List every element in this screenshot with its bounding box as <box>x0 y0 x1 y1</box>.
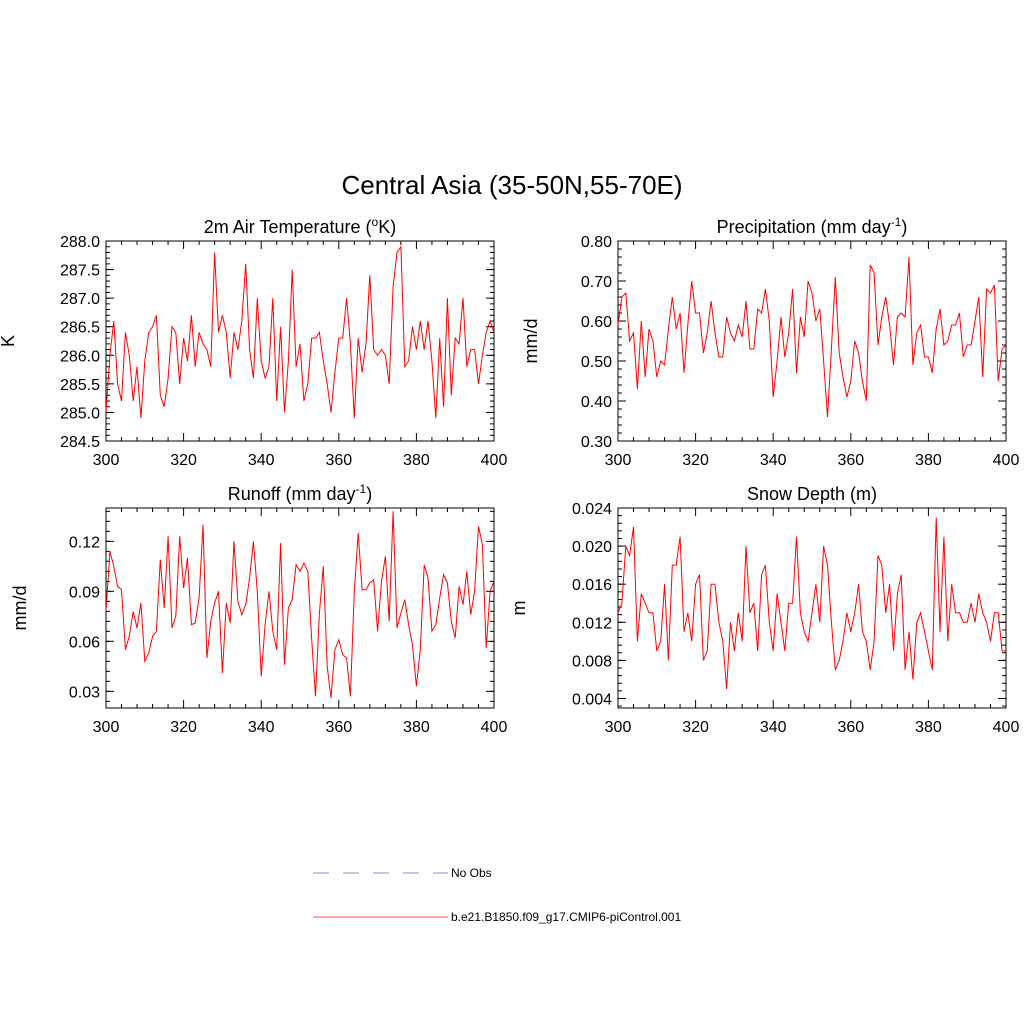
x-tick-label: 340 <box>248 452 275 469</box>
panel-3: 300 320 340 360 380 400 0.004 0.008 0.012 0.016 0.… <box>509 484 1019 736</box>
x-tick-label: 400 <box>993 719 1020 736</box>
panels: 300 320 340 360 380 400 284.5 285.0 285.5 286.0 28… <box>0 215 1019 736</box>
panel-title-superscript: o <box>372 215 379 229</box>
panel-title: Snow Depth (m) <box>747 484 877 504</box>
x-tick-label: 360 <box>325 452 352 469</box>
panel-title-main: Precipitation (mm day <box>717 217 891 237</box>
y-tick-label: 286.5 <box>60 320 100 337</box>
series-line-model <box>617 256 1007 418</box>
panel-title-main: Runoff (mm day <box>228 484 356 504</box>
y-tick-label: 0.004 <box>572 691 612 708</box>
y-axis-label: K <box>0 335 18 347</box>
y-tick-label: 286.0 <box>60 348 100 365</box>
plot-frame <box>617 507 1007 709</box>
x-tick-label: 380 <box>403 719 430 736</box>
y-tick-label: 0.03 <box>69 684 100 701</box>
x-tick-label: 400 <box>993 452 1020 469</box>
y-tick-label: 284.5 <box>60 434 100 451</box>
x-tick-label: 360 <box>837 719 864 736</box>
main-title: Central Asia (35-50N,55-70E) <box>341 170 682 200</box>
panel-0: 300 320 340 360 380 400 284.5 285.0 285.5 286.0 28… <box>0 215 507 469</box>
y-tick-label: 0.40 <box>581 394 612 411</box>
panel-title-superscript: -1 <box>891 215 902 229</box>
panel-title-end: ) <box>366 484 372 504</box>
x-tick-label: 320 <box>682 452 709 469</box>
x-tick-label: 380 <box>403 452 430 469</box>
y-tick-label: 0.70 <box>581 274 612 291</box>
x-tick-label: 340 <box>760 719 787 736</box>
panel-title: Runoff (mm day-1) <box>228 482 372 504</box>
x-tick-label: 300 <box>93 452 120 469</box>
y-axis-label: mm/d <box>10 586 30 631</box>
x-tick-label: 360 <box>325 719 352 736</box>
y-tick-label: 287.5 <box>60 263 100 280</box>
legend: No Obs b.e21.B1850.f09_g17.CMIP6-piContr… <box>313 866 681 924</box>
x-tick-label: 340 <box>248 719 275 736</box>
y-tick-label: 0.80 <box>581 234 612 251</box>
y-tick-label: 0.12 <box>69 534 100 551</box>
panel-title: Precipitation (mm day-1) <box>717 215 908 237</box>
y-tick-label: 0.012 <box>572 615 612 632</box>
x-tick-label: 380 <box>915 452 942 469</box>
series-line-model <box>105 245 495 419</box>
x-tick-label: 400 <box>481 452 508 469</box>
x-tick-label: 320 <box>170 452 197 469</box>
y-tick-label: 0.09 <box>69 584 100 601</box>
panel-2: 300 320 340 360 380 400 0.03 0.06 0.09 0.12 mm/d Ru… <box>10 482 507 736</box>
panel-title-end: K) <box>378 217 396 237</box>
x-tick-label: 300 <box>93 719 120 736</box>
x-tick-label: 340 <box>760 452 787 469</box>
panel-title-end: ) <box>901 217 907 237</box>
y-tick-label: 0.06 <box>69 634 100 651</box>
y-tick-label: 285.5 <box>60 377 100 394</box>
x-tick-label: 300 <box>605 719 632 736</box>
x-tick-label: 320 <box>682 719 709 736</box>
panel-title-main: 2m Air Temperature ( <box>204 217 372 237</box>
x-tick-label: 400 <box>481 719 508 736</box>
y-tick-label: 0.024 <box>572 501 612 518</box>
series-line-model <box>617 517 1006 690</box>
legend-label-model: b.e21.B1850.f09_g17.CMIP6-piControl.001 <box>451 910 681 924</box>
y-tick-label: 288.0 <box>60 234 100 251</box>
plot-frame <box>617 240 1007 442</box>
y-tick-label: 285.0 <box>60 405 100 422</box>
y-tick-label: 0.50 <box>581 354 612 371</box>
series-line-model <box>105 511 495 699</box>
x-tick-label: 320 <box>170 719 197 736</box>
panel-1: 300 320 340 360 380 400 0.30 0.40 0.50 0.60 0.70 0.… <box>521 215 1019 469</box>
plot-frame <box>105 240 495 442</box>
y-axis-label: m <box>509 601 529 616</box>
legend-label-no-obs: No Obs <box>451 866 492 880</box>
y-tick-label: 0.30 <box>581 434 612 451</box>
y-tick-label: 287.0 <box>60 291 100 308</box>
y-tick-label: 0.60 <box>581 314 612 331</box>
panel-title: 2m Air Temperature (oK) <box>204 215 396 237</box>
y-axis-label: mm/d <box>521 319 541 364</box>
panel-title-superscript: -1 <box>356 482 367 496</box>
x-tick-label: 360 <box>837 452 864 469</box>
y-tick-label: 0.020 <box>572 539 612 556</box>
x-tick-label: 300 <box>605 452 632 469</box>
y-tick-label: 0.016 <box>572 577 612 594</box>
panel-title-main: Snow Depth (m) <box>747 484 877 504</box>
y-tick-label: 0.008 <box>572 653 612 670</box>
x-tick-label: 380 <box>915 719 942 736</box>
